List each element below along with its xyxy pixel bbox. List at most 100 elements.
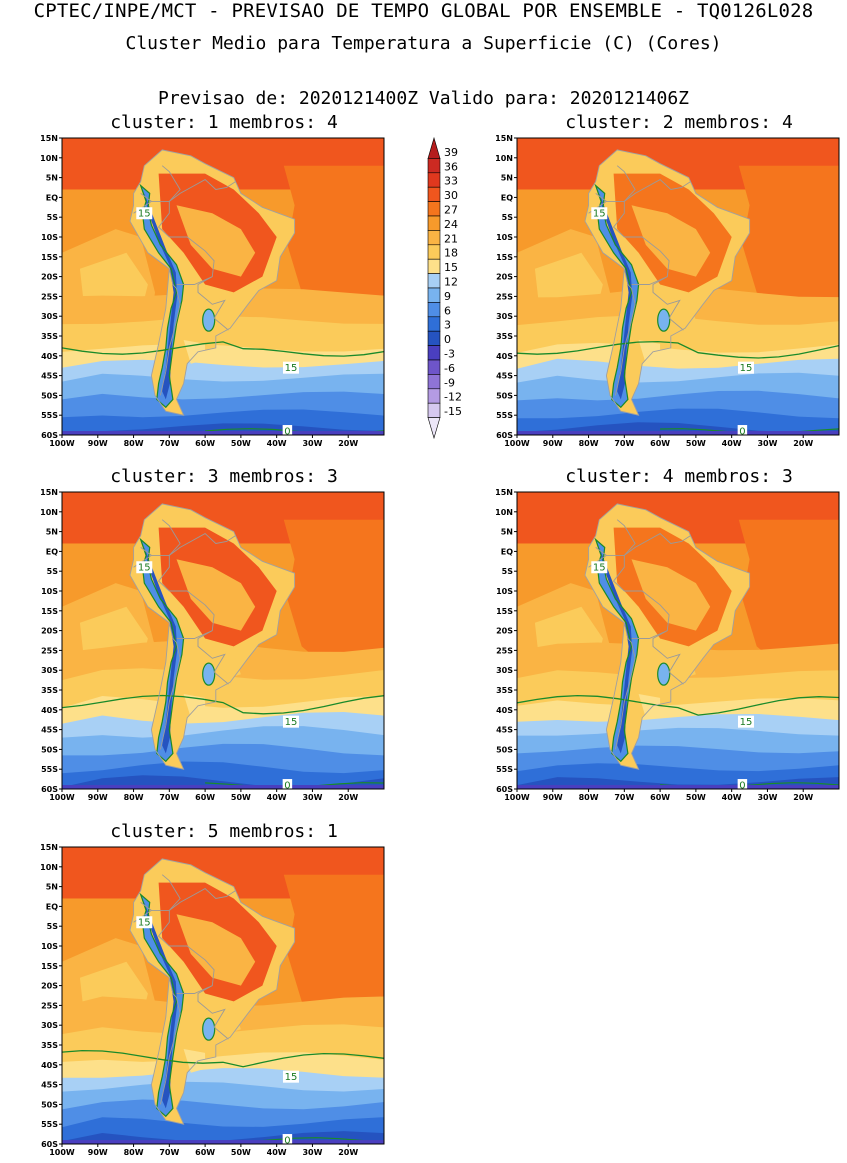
temperature-field	[517, 492, 839, 789]
map-panel-cluster-2: 15 15 0 15N 10N 5N EQ 5S 10S 15S 20S 25S 30S 35S 40S 45…	[455, 134, 847, 454]
colorbar-legend: 39 36 33 30 27 24 21 18 15 12 9 6 3 0 -3 -6 -9 -12 -15	[420, 132, 480, 444]
lon-label: 20W	[338, 439, 358, 448]
lat-label: 10S	[41, 587, 58, 596]
interior-mild-zone	[176, 914, 256, 986]
colorbar-label: 15	[444, 261, 458, 274]
country-border	[652, 276, 684, 331]
country-border	[612, 179, 691, 285]
lat-label: 5N	[46, 174, 58, 183]
colorbar-label: 39	[444, 146, 458, 159]
country-border	[157, 179, 236, 285]
coastline	[129, 149, 296, 416]
lon-label: 30W	[302, 793, 322, 802]
lat-label: 35S	[41, 686, 58, 695]
lat-label: 50S	[41, 1100, 58, 1109]
contour-15c-andes	[594, 537, 640, 763]
contour-label-15-andes-box	[591, 207, 608, 220]
polar-cold-band	[62, 1140, 384, 1144]
colorbar-swatch	[427, 388, 441, 404]
lat-label: 10S	[41, 942, 58, 951]
lat-label: EQ	[46, 547, 58, 556]
cold-spot-15c	[657, 308, 671, 332]
lat-label: 60S	[41, 431, 58, 440]
atlantic-warm-region	[283, 519, 384, 679]
lon-label: 80W	[124, 439, 144, 448]
country-border	[595, 519, 636, 556]
sub-title: Cluster Medio para Temperatura a Superfi…	[125, 33, 722, 54]
lon-label: 60W	[650, 439, 670, 448]
contour-label-0: 0	[284, 427, 290, 438]
colorbar-label: -6	[444, 362, 455, 375]
lon-label: 80W	[124, 1148, 144, 1157]
colorbar-swatch	[427, 287, 441, 303]
country-border	[140, 165, 181, 202]
panel-title-cluster-2: cluster: 2 membros: 4	[565, 112, 793, 133]
lat-label: 30S	[41, 312, 58, 321]
lat-label: 60S	[41, 785, 58, 794]
contour-15c-south	[517, 340, 839, 359]
country-border	[159, 268, 181, 396]
lat-label: 10N	[495, 508, 513, 517]
lat-label: 15S	[41, 253, 58, 262]
colorbar-swatch	[427, 345, 441, 361]
contour-label-15-atlantic-box	[737, 361, 754, 374]
lon-label: 90W	[88, 439, 108, 448]
lat-label: 25S	[41, 1001, 58, 1010]
contour-15c-andes	[139, 183, 185, 409]
contour-label-0-box	[737, 779, 748, 792]
contour-label-15-atlantic: 15	[285, 717, 298, 728]
contour-15c-andes	[139, 537, 185, 763]
map-frame	[516, 137, 840, 436]
lon-label: 90W	[543, 793, 563, 802]
colorbar-swatch	[427, 258, 441, 274]
contour-15c-andes	[594, 183, 640, 409]
colorbar-swatch	[427, 186, 441, 202]
polar-cold-band	[517, 785, 839, 789]
colorbar-label: 0	[444, 333, 451, 346]
contour-label-15-andes: 15	[138, 209, 151, 220]
lat-label: 20S	[496, 627, 513, 636]
contour-label-15-atlantic-box	[282, 1070, 299, 1083]
lat-label: 15N	[40, 843, 58, 852]
lat-label: 20S	[41, 627, 58, 636]
lon-label: 100W	[49, 793, 75, 802]
lon-label: 60W	[195, 793, 215, 802]
temperature-field	[62, 492, 384, 789]
colorbar-label: 33	[444, 175, 458, 188]
lon-label: 60W	[195, 1148, 215, 1157]
contour-label-15-andes-box	[136, 561, 153, 574]
colorbar-swatch	[427, 316, 441, 332]
map-frame	[61, 491, 385, 790]
patagonia-cool-zone	[638, 340, 661, 364]
country-border	[159, 977, 181, 1105]
contour-label-0-box	[282, 1134, 293, 1147]
contour-label-15-andes: 15	[593, 563, 606, 574]
panel-title-cluster-4: cluster: 4 membros: 3	[565, 466, 793, 487]
country-border	[197, 276, 229, 331]
lon-label: 70W	[614, 793, 634, 802]
map-svg: 15 15 0 15N 10N 5N EQ 5S 10S 15S 20S 25S 30S 35S 40S 45…	[495, 488, 840, 802]
coastline	[584, 503, 751, 770]
lat-label: 10S	[496, 587, 513, 596]
colorbar-label: -3	[444, 348, 455, 361]
lat-label: 45S	[496, 372, 513, 381]
colorbar-label: 30	[444, 189, 458, 202]
lon-label: 20W	[793, 793, 813, 802]
colorbar-label: 18	[444, 247, 458, 260]
lat-label: 40S	[41, 706, 58, 715]
coastline	[584, 149, 751, 416]
colorbar-swatch	[427, 273, 441, 289]
map-svg: 15 15 0 15N 10N 5N EQ 5S 10S 15S 20S 25S 30S 35S 40S 45…	[40, 843, 385, 1157]
temperature-field	[517, 138, 839, 435]
lat-label: 5N	[46, 883, 58, 892]
panel-title-cluster-5: cluster: 5 membros: 1	[110, 821, 338, 842]
colorbar-label: 36	[444, 160, 458, 173]
lat-label: 15S	[496, 253, 513, 262]
lat-label: 25S	[41, 646, 58, 655]
map-panel-cluster-1: 15 15 0 15N 10N 5N EQ 5S 10S 15S 20S 25S 30S 35S 40S 45…	[0, 134, 400, 454]
lat-label: 10S	[41, 233, 58, 242]
atlantic-warm-region	[738, 165, 839, 325]
lat-label: 10N	[40, 863, 58, 872]
lon-label: 40W	[722, 439, 742, 448]
